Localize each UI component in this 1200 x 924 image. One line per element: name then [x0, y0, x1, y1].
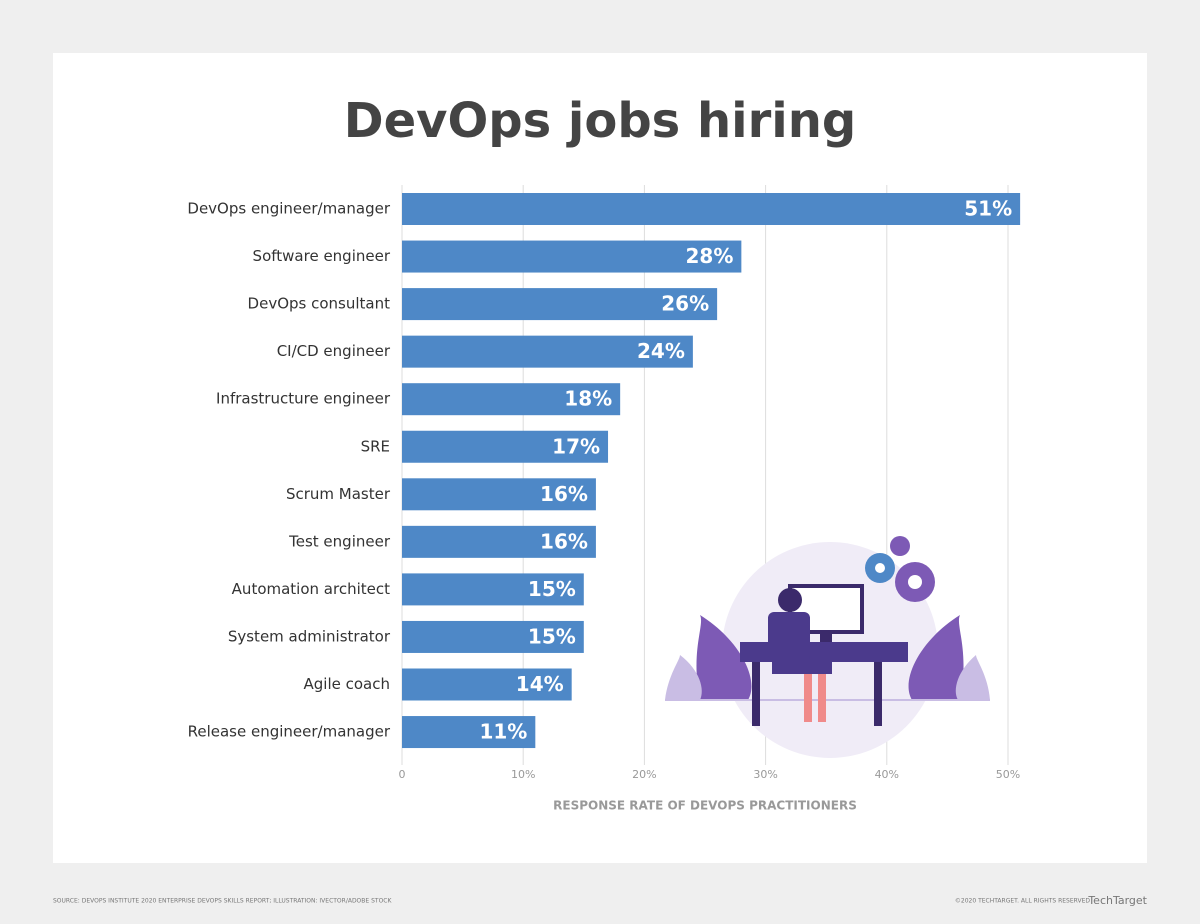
bar [402, 430, 609, 463]
bar [402, 620, 584, 653]
value-label: 16% [540, 482, 588, 506]
value-label: 51% [964, 197, 1012, 221]
chart-title: DevOps jobs hiring [344, 93, 856, 149]
y-tick-label: Software engineer [253, 247, 391, 265]
value-label: 28% [685, 244, 733, 268]
x-tick-label: 0 [399, 768, 406, 781]
x-tick-label: 30% [753, 768, 777, 781]
value-label: 17% [552, 434, 600, 458]
y-tick-label: Scrum Master [286, 485, 391, 503]
y-tick-label: Automation architect [232, 580, 390, 598]
y-tick-label: Agile coach [304, 675, 390, 693]
y-tick-label: Infrastructure engineer [216, 390, 391, 408]
bar [402, 383, 621, 416]
bar [402, 478, 596, 511]
y-tick-label: DevOps engineer/manager [187, 200, 390, 218]
source: SOURCE: DEVOPS INSTITUTE 2020 ENTERPRISE… [53, 898, 392, 905]
value-label: 15% [528, 577, 576, 601]
x-tick-label: 40% [875, 768, 899, 781]
bar [402, 573, 584, 606]
bar [402, 716, 536, 749]
y-tick-label: CI/CD engineer [277, 342, 391, 360]
brand: TechTarget [1087, 894, 1147, 907]
y-tick-label: Test engineer [288, 532, 391, 550]
bar [402, 288, 718, 321]
bar [402, 525, 596, 558]
illustration [665, 536, 990, 758]
value-label: 24% [637, 339, 685, 363]
value-label: 18% [564, 387, 612, 411]
x-axis-label: RESPONSE RATE OF DEVOPS PRACTITIONERS [553, 799, 857, 813]
bar [402, 668, 572, 701]
bar [402, 193, 1021, 225]
bar [402, 335, 693, 368]
bar [402, 240, 742, 273]
x-tick-label: 50% [996, 768, 1020, 781]
value-label: 15% [528, 624, 576, 648]
y-tick-label: DevOps consultant [248, 295, 391, 313]
value-label: 14% [516, 672, 564, 696]
x-tick-label: 10% [511, 768, 535, 781]
bars: DevOps engineer/manager 51% Software engin… [187, 193, 1021, 749]
y-tick-label: Release engineer/manager [188, 723, 391, 741]
y-tick-label: SRE [361, 437, 390, 455]
copyright: ©2020 TECHTARGET. ALL RIGHTS RESERVED [955, 898, 1090, 905]
y-tick-label: System administrator [228, 627, 391, 645]
value-label: 26% [661, 292, 709, 316]
value-label: 11% [479, 720, 527, 744]
value-label: 16% [540, 529, 588, 553]
x-tick-label: 20% [632, 768, 656, 781]
